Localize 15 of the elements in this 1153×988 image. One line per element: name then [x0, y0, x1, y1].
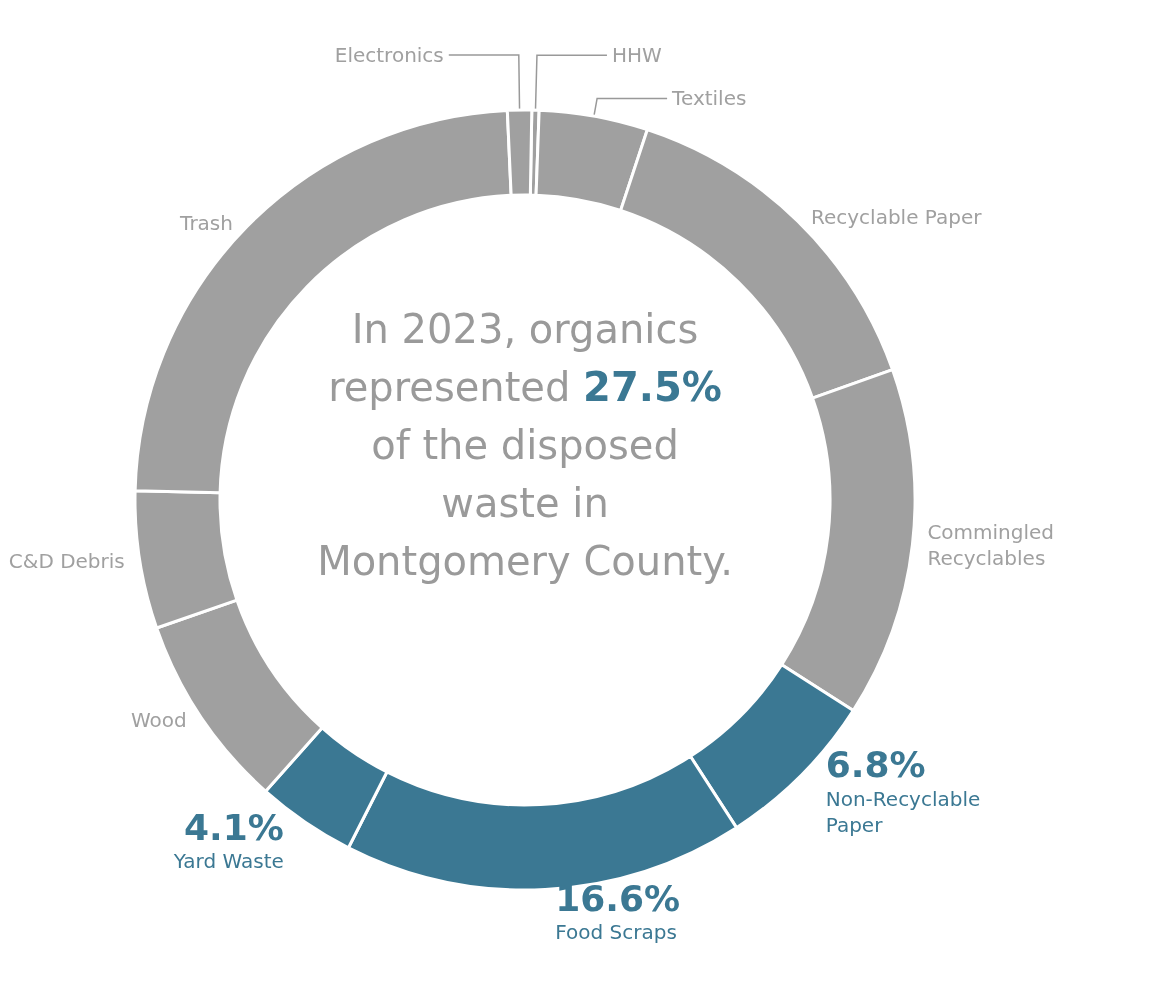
- slice-label: Trash: [179, 211, 233, 236]
- slice-label: Food Scraps: [555, 920, 677, 945]
- text: In 2023, organics represented 27.5% of the disposed waste in Montgomery County.: [317, 306, 733, 584]
- slice-label: Electronics: [334, 43, 444, 68]
- data-label: 16.6%: [555, 877, 681, 919]
- slice-label: Yard Waste: [172, 849, 284, 874]
- slice-label: Non-Recyclable Paper: [825, 786, 987, 837]
- slice-label: Commingled Recyclables: [927, 520, 1061, 571]
- data-label: 6.8%: [825, 744, 926, 786]
- slice-label: Wood: [130, 707, 187, 732]
- data-label: 4.1%: [183, 806, 284, 848]
- slice-label: C&D Debris: [8, 549, 125, 574]
- slice-label: Textiles: [671, 86, 747, 111]
- slice-label: Recyclable Paper: [810, 204, 983, 229]
- slice-label: HHW: [611, 43, 663, 68]
